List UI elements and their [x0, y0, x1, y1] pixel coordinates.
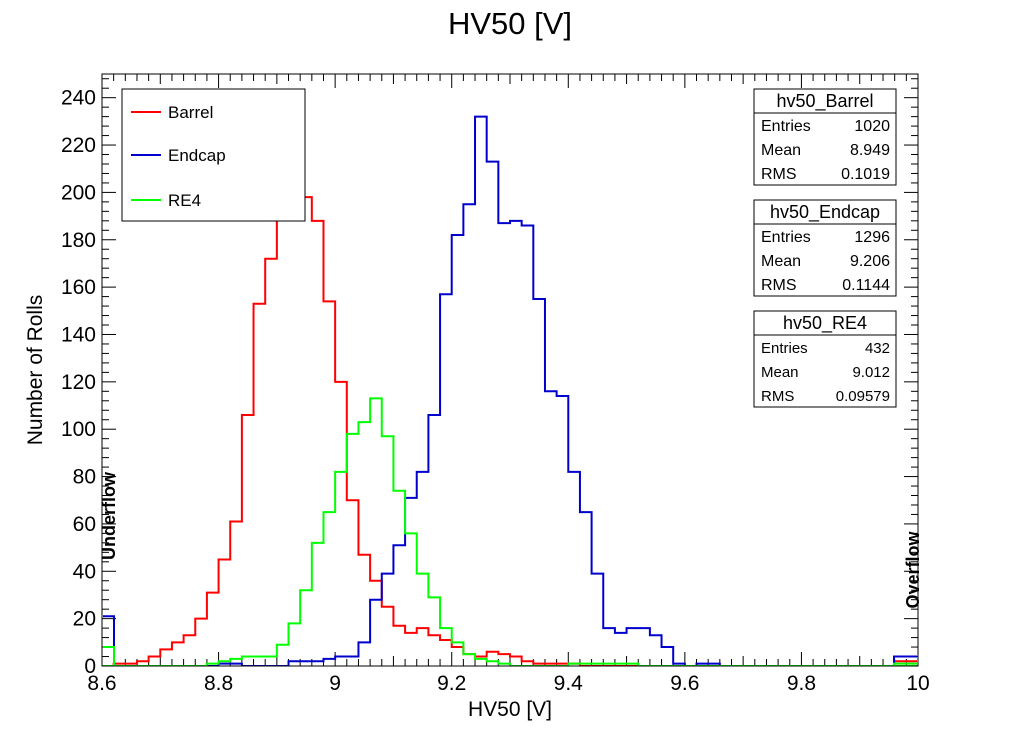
stats-box-endcap: hv50_Endcap Entries 1296 Mean 9.206 RMS … [753, 199, 897, 297]
legend: Barrel Endcap RE4 [121, 88, 306, 222]
stats-label: RMS [761, 277, 797, 294]
legend-label-endcap: Endcap [168, 146, 226, 165]
y-tick-label: 40 [73, 560, 96, 583]
x-tick-labels: 8.6 8.8 9 9.2 9.4 9.6 9.8 10 [87, 672, 929, 695]
y-tick-label: 220 [61, 134, 96, 157]
stats-title-endcap: hv50_Endcap [770, 202, 880, 223]
y-tick-label: 160 [61, 276, 96, 299]
stats-title-re4: hv50_RE4 [783, 313, 867, 334]
stats-box-barrel-frame [753, 88, 897, 186]
y-tick-label: 0 [84, 655, 96, 678]
x-tick-label: 9.2 [437, 672, 466, 695]
stats-value: 9.206 [850, 253, 890, 270]
stats-box-endcap-frame [753, 199, 897, 297]
stats-label: Mean [761, 253, 801, 270]
stats-value: 0.1019 [841, 166, 890, 183]
x-tick-label: 10 [906, 672, 929, 695]
stats-value: 1296 [854, 229, 890, 246]
stats-label: Mean [761, 364, 799, 381]
stats-box-re4: hv50_RE4 Entries 432 Mean 9.012 RMS 0.09… [753, 310, 897, 408]
y-tick-label: 20 [73, 608, 96, 631]
y-tick-label: 100 [61, 418, 96, 441]
y-tick-label: 120 [61, 371, 96, 394]
stats-value: 8.949 [850, 142, 890, 159]
stats-value: 1020 [854, 118, 890, 135]
overflow-label: Overflow [903, 530, 923, 608]
series-re4 [102, 397, 918, 666]
y-tick-labels: 0 20 40 60 80 100 120 140 160 180 200 220 240 [61, 87, 96, 678]
histogram-line-re4 [102, 397, 918, 666]
stats-label: Mean [761, 142, 801, 159]
y-tick-label: 80 [73, 466, 96, 489]
x-tick-label: 9.6 [670, 672, 699, 695]
y-axis-title: Number of Rolls [24, 295, 47, 446]
x-axis-title: HV50 [V] [468, 698, 552, 721]
legend-label-barrel: Barrel [168, 103, 213, 122]
stats-box-re4-frame [753, 310, 897, 408]
y-tick-label: 60 [73, 513, 96, 536]
legend-label-re4: RE4 [168, 191, 201, 210]
overflow-bin-re4 [893, 662, 917, 666]
underflow-label: Underflow [99, 471, 119, 560]
chart-title: HV50 [V] [448, 6, 572, 41]
stats-label: RMS [761, 166, 797, 183]
stats-label: Entries [761, 229, 811, 246]
stats-value: 0.1144 [842, 277, 890, 294]
x-tick-label: 9 [329, 672, 341, 695]
x-tick-label: 9.8 [787, 672, 816, 695]
stats-label: Entries [761, 118, 811, 135]
stats-value: 0.09579 [836, 388, 890, 405]
underflow-bin-re4 [103, 646, 115, 666]
stats-value: 432 [865, 340, 890, 357]
plot-frame [101, 73, 919, 667]
y-tick-label: 200 [61, 181, 96, 204]
histogram-series [102, 115, 918, 666]
y-tick-label: 240 [61, 87, 96, 110]
stats-label: RMS [761, 388, 794, 405]
stats-title-barrel: hv50_Barrel [776, 91, 873, 112]
x-tick-label: 8.8 [204, 672, 233, 695]
x-tick-label: 8.6 [87, 672, 116, 695]
histogram-line-barrel [102, 196, 918, 666]
x-tick-label: 9.4 [554, 672, 584, 695]
stats-box-barrel: hv50_Barrel Entries 1020 Mean 8.949 RMS … [753, 88, 897, 186]
stats-value: 9.012 [852, 364, 890, 381]
stats-label: Entries [761, 340, 808, 357]
y-tick-label: 180 [61, 229, 96, 252]
y-tick-label: 140 [61, 323, 96, 346]
histogram-line-endcap [102, 115, 918, 666]
